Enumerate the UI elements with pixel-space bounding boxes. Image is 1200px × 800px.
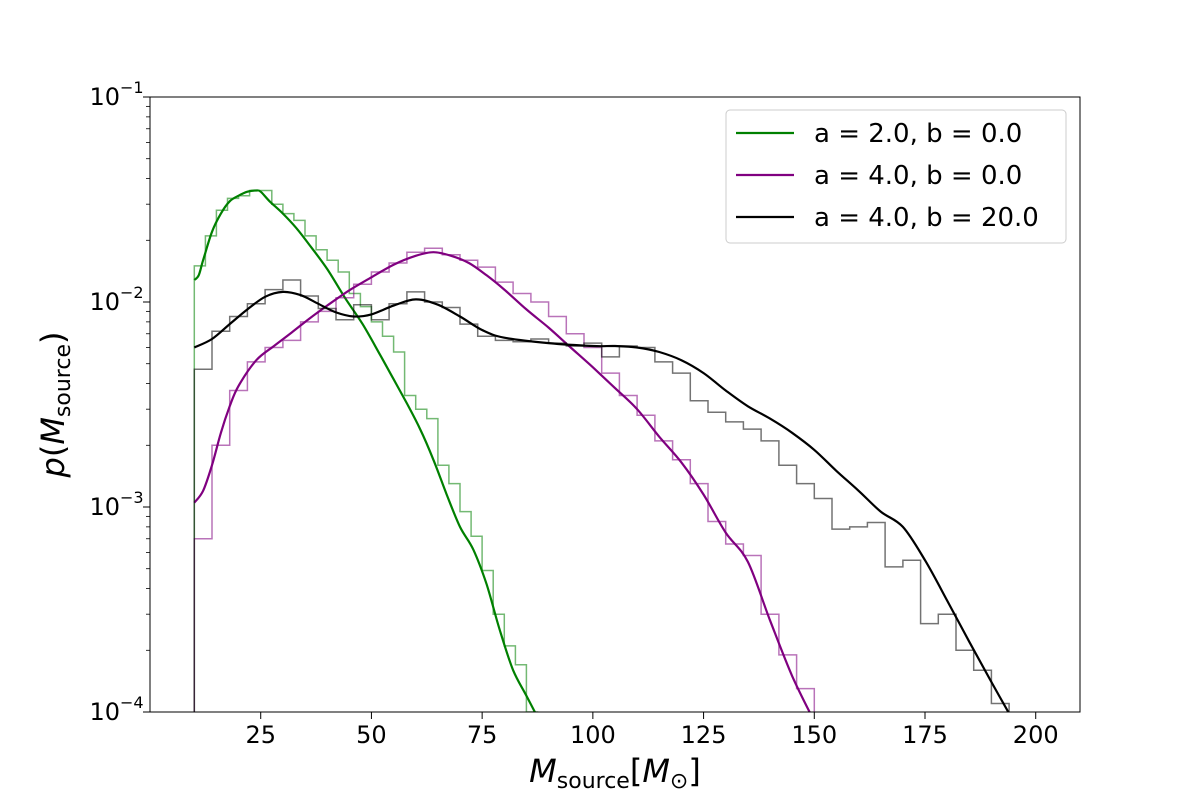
y-tick-exponent: −4 [120,693,144,712]
y-axis: 10−110−210−310−4 [89,78,150,726]
kde-line-series-1 [193,189,537,712]
axis-titles: Msource[M⊙] p(Msource) [34,332,701,794]
legend-label-2: a = 4.0, b = 0.0 [814,161,1022,191]
legend-label-1: a = 2.0, b = 0.0 [814,119,1022,149]
x-tick-label: 50 [356,721,387,749]
y-tick-label: 10 [89,83,120,111]
plot-area [149,96,1081,713]
y-axis-label: p(Msource) [34,332,76,479]
y-tick-label: 10 [89,288,120,316]
x-tick-label: 100 [570,721,616,749]
x-tick-label: 200 [1013,721,1059,749]
histogram-series-2 [193,247,816,712]
series-group [193,189,1010,712]
kde-line-series-3 [193,290,1010,712]
y-tick-label: 10 [89,493,120,521]
x-axis-label: Msource[M⊙] [529,752,701,794]
legend-box [725,109,1067,244]
histogram-series-1 [193,189,539,712]
y-tick-label: 10 [89,698,120,726]
x-tick-label: 25 [245,721,276,749]
y-tick-exponent: −3 [120,488,144,507]
x-axis: 25 50 75 100 125 150 175 200 [245,712,1059,749]
x-tick-label: 150 [791,721,837,749]
y-tick-exponent: −2 [120,283,144,302]
x-tick-label: 125 [681,721,727,749]
legend-label-3: a = 4.0, b = 20.0 [814,203,1039,233]
y-tick-exponent: −1 [120,78,144,97]
legend: a = 2.0, b = 0.0 a = 4.0, b = 0.0 a = 4.0,… [725,109,1067,244]
x-tick-label: 75 [467,721,498,749]
x-tick-label: 175 [902,721,948,749]
plot-frame [149,96,1081,713]
kde-line-series-2 [193,251,811,712]
